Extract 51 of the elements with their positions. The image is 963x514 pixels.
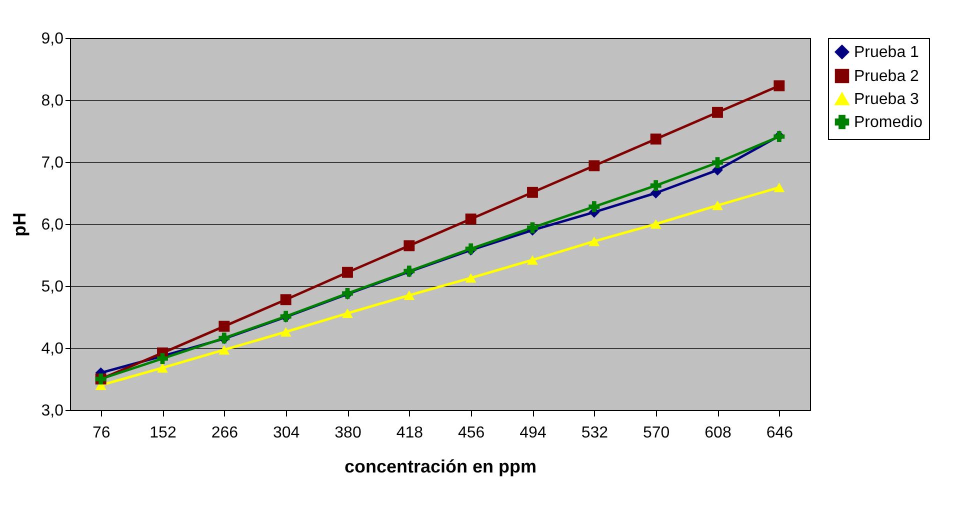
x-tick-label: 304 [272,424,300,442]
point [218,320,230,332]
y-tick-label: 9,0 [41,30,64,48]
legend-label: Prueba 2 [854,68,920,85]
x-tick-label: 494 [520,424,546,442]
x-tick-label: 532 [581,424,608,442]
legend-label: Prueba 1 [854,44,920,61]
point [157,353,168,364]
point [465,273,476,283]
legend-label: Prueba 3 [854,91,920,108]
point [342,308,353,318]
point [774,182,785,192]
point [650,219,662,229]
point [280,294,292,306]
y-tick-label: 4,0 [41,340,64,358]
point [280,327,292,337]
point [588,201,600,212]
x-tick-label: 76 [92,424,110,442]
point [527,186,538,198]
point [527,222,538,234]
y-tick-label: 3,0 [41,402,64,420]
point [404,240,415,252]
x-tick-label: 570 [642,424,670,442]
point [465,214,476,225]
x-tick-label: 418 [396,424,424,442]
x-axis-title: concentración en ppm [344,456,537,476]
point [342,266,353,278]
y-tick-label: 7,0 [41,154,64,172]
point [712,157,723,168]
x-tick-label: 152 [150,424,176,442]
point [218,345,230,355]
y-tick-label: 5,0 [41,278,64,296]
point [774,80,785,92]
point [650,180,662,192]
point [588,160,600,172]
point [157,363,168,373]
point [712,106,723,118]
point [712,200,723,210]
x-tick-label: 380 [334,424,362,442]
point [588,236,600,246]
x-tick-label: 456 [458,424,485,442]
y-tick-label: 8,0 [41,92,64,110]
x-tick-label: 266 [211,424,238,442]
point [650,134,662,145]
point [527,255,538,265]
y-tick-label: 6,0 [41,216,64,234]
point [404,290,415,300]
y-axis-title: pH [9,212,30,236]
x-tick-label: 646 [766,424,794,442]
x-tick-label: 608 [704,424,732,442]
legend-label: Promedio [854,114,923,131]
